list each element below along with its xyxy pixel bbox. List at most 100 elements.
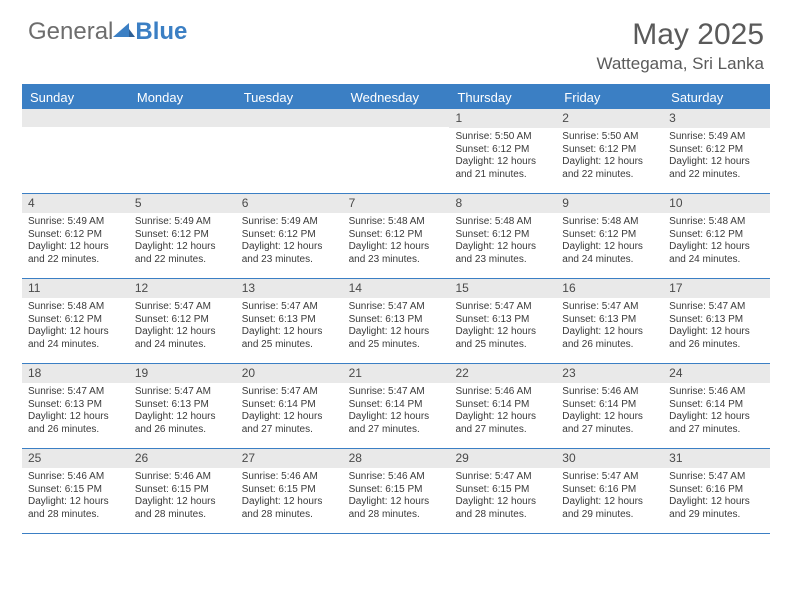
sunrise-line: Sunrise: 5:47 AM — [455, 301, 550, 314]
day-details: Sunrise: 5:47 AMSunset: 6:13 PMDaylight:… — [663, 298, 770, 355]
week-row: 1Sunrise: 5:50 AMSunset: 6:12 PMDaylight… — [22, 109, 770, 194]
day-13: 13Sunrise: 5:47 AMSunset: 6:13 PMDayligh… — [236, 279, 343, 363]
sunrise-line: Sunrise: 5:49 AM — [135, 216, 230, 229]
day-details: Sunrise: 5:46 AMSunset: 6:15 PMDaylight:… — [343, 468, 450, 525]
sunrise-line: Sunrise: 5:49 AM — [28, 216, 123, 229]
daylight-line: Daylight: 12 hours and 22 minutes. — [562, 156, 657, 181]
sunset-line: Sunset: 6:15 PM — [349, 484, 444, 497]
day-number: 7 — [343, 194, 450, 213]
sunrise-line: Sunrise: 5:46 AM — [242, 471, 337, 484]
day-20: 20Sunrise: 5:47 AMSunset: 6:14 PMDayligh… — [236, 364, 343, 448]
day-details: Sunrise: 5:48 AMSunset: 6:12 PMDaylight:… — [556, 213, 663, 270]
day-21: 21Sunrise: 5:47 AMSunset: 6:14 PMDayligh… — [343, 364, 450, 448]
day-details: Sunrise: 5:47 AMSunset: 6:13 PMDaylight:… — [343, 298, 450, 355]
day-details: Sunrise: 5:47 AMSunset: 6:15 PMDaylight:… — [449, 468, 556, 525]
sunset-line: Sunset: 6:12 PM — [28, 229, 123, 242]
day-details: Sunrise: 5:47 AMSunset: 6:13 PMDaylight:… — [236, 298, 343, 355]
dow-wednesday: Wednesday — [343, 86, 450, 109]
sunrise-line: Sunrise: 5:49 AM — [242, 216, 337, 229]
day-number: 5 — [129, 194, 236, 213]
day-14: 14Sunrise: 5:47 AMSunset: 6:13 PMDayligh… — [343, 279, 450, 363]
day-17: 17Sunrise: 5:47 AMSunset: 6:13 PMDayligh… — [663, 279, 770, 363]
sunrise-line: Sunrise: 5:48 AM — [28, 301, 123, 314]
daylight-line: Daylight: 12 hours and 29 minutes. — [669, 496, 764, 521]
day-30: 30Sunrise: 5:47 AMSunset: 6:16 PMDayligh… — [556, 449, 663, 533]
daylight-line: Daylight: 12 hours and 22 minutes. — [28, 241, 123, 266]
sunrise-line: Sunrise: 5:47 AM — [455, 471, 550, 484]
day-details: Sunrise: 5:49 AMSunset: 6:12 PMDaylight:… — [22, 213, 129, 270]
sunrise-line: Sunrise: 5:46 AM — [349, 471, 444, 484]
daylight-line: Daylight: 12 hours and 24 minutes. — [135, 326, 230, 351]
day-details: Sunrise: 5:47 AMSunset: 6:13 PMDaylight:… — [556, 298, 663, 355]
dow-friday: Friday — [556, 86, 663, 109]
sunrise-line: Sunrise: 5:46 AM — [135, 471, 230, 484]
sunset-line: Sunset: 6:15 PM — [455, 484, 550, 497]
sunset-line: Sunset: 6:15 PM — [135, 484, 230, 497]
day-number: 9 — [556, 194, 663, 213]
day-details: Sunrise: 5:47 AMSunset: 6:12 PMDaylight:… — [129, 298, 236, 355]
daylight-line: Daylight: 12 hours and 26 minutes. — [28, 411, 123, 436]
daylight-line: Daylight: 12 hours and 27 minutes. — [562, 411, 657, 436]
sunrise-line: Sunrise: 5:47 AM — [562, 471, 657, 484]
day-25: 25Sunrise: 5:46 AMSunset: 6:15 PMDayligh… — [22, 449, 129, 533]
daylight-line: Daylight: 12 hours and 24 minutes. — [28, 326, 123, 351]
day-of-week-header: SundayMondayTuesdayWednesdayThursdayFrid… — [22, 86, 770, 109]
sunset-line: Sunset: 6:14 PM — [349, 399, 444, 412]
day-number: 22 — [449, 364, 556, 383]
day-number: 12 — [129, 279, 236, 298]
day-number: 23 — [556, 364, 663, 383]
sunset-line: Sunset: 6:14 PM — [669, 399, 764, 412]
day-31: 31Sunrise: 5:47 AMSunset: 6:16 PMDayligh… — [663, 449, 770, 533]
day-number: 20 — [236, 364, 343, 383]
daylight-line: Daylight: 12 hours and 26 minutes. — [669, 326, 764, 351]
day-details: Sunrise: 5:48 AMSunset: 6:12 PMDaylight:… — [343, 213, 450, 270]
sunset-line: Sunset: 6:15 PM — [242, 484, 337, 497]
daylight-line: Daylight: 12 hours and 28 minutes. — [242, 496, 337, 521]
day-details: Sunrise: 5:47 AMSunset: 6:16 PMDaylight:… — [556, 468, 663, 525]
day-number — [236, 109, 343, 127]
daylight-line: Daylight: 12 hours and 22 minutes. — [669, 156, 764, 181]
day-number: 18 — [22, 364, 129, 383]
dow-tuesday: Tuesday — [236, 86, 343, 109]
sunrise-line: Sunrise: 5:50 AM — [455, 131, 550, 144]
sunrise-line: Sunrise: 5:50 AM — [562, 131, 657, 144]
sunrise-line: Sunrise: 5:48 AM — [455, 216, 550, 229]
sunrise-line: Sunrise: 5:48 AM — [349, 216, 444, 229]
day-details: Sunrise: 5:50 AMSunset: 6:12 PMDaylight:… — [556, 128, 663, 185]
daylight-line: Daylight: 12 hours and 23 minutes. — [242, 241, 337, 266]
sunset-line: Sunset: 6:12 PM — [562, 144, 657, 157]
sunset-line: Sunset: 6:14 PM — [242, 399, 337, 412]
sunrise-line: Sunrise: 5:47 AM — [349, 386, 444, 399]
daylight-line: Daylight: 12 hours and 27 minutes. — [349, 411, 444, 436]
day-number: 29 — [449, 449, 556, 468]
logo-triangle-icon — [113, 21, 135, 39]
sunrise-line: Sunrise: 5:47 AM — [135, 386, 230, 399]
sunset-line: Sunset: 6:16 PM — [562, 484, 657, 497]
daylight-line: Daylight: 12 hours and 21 minutes. — [455, 156, 550, 181]
sunset-line: Sunset: 6:15 PM — [28, 484, 123, 497]
sunset-line: Sunset: 6:12 PM — [135, 314, 230, 327]
sunrise-line: Sunrise: 5:46 AM — [669, 386, 764, 399]
sunset-line: Sunset: 6:13 PM — [349, 314, 444, 327]
day-details: Sunrise: 5:48 AMSunset: 6:12 PMDaylight:… — [449, 213, 556, 270]
sunrise-line: Sunrise: 5:47 AM — [669, 301, 764, 314]
sunset-line: Sunset: 6:13 PM — [135, 399, 230, 412]
daylight-line: Daylight: 12 hours and 26 minutes. — [562, 326, 657, 351]
week-row: 18Sunrise: 5:47 AMSunset: 6:13 PMDayligh… — [22, 364, 770, 449]
day-number: 11 — [22, 279, 129, 298]
day-9: 9Sunrise: 5:48 AMSunset: 6:12 PMDaylight… — [556, 194, 663, 278]
sunrise-line: Sunrise: 5:47 AM — [135, 301, 230, 314]
day-number — [343, 109, 450, 127]
sunset-line: Sunset: 6:12 PM — [669, 229, 764, 242]
sunset-line: Sunset: 6:12 PM — [669, 144, 764, 157]
day-6: 6Sunrise: 5:49 AMSunset: 6:12 PMDaylight… — [236, 194, 343, 278]
month-title: May 2025 — [596, 18, 764, 52]
sunrise-line: Sunrise: 5:46 AM — [562, 386, 657, 399]
day-number: 25 — [22, 449, 129, 468]
header: General Blue May 2025 Wattegama, Sri Lan… — [0, 0, 792, 78]
week-row: 25Sunrise: 5:46 AMSunset: 6:15 PMDayligh… — [22, 449, 770, 534]
daylight-line: Daylight: 12 hours and 28 minutes. — [349, 496, 444, 521]
day-5: 5Sunrise: 5:49 AMSunset: 6:12 PMDaylight… — [129, 194, 236, 278]
sunset-line: Sunset: 6:13 PM — [669, 314, 764, 327]
day-details: Sunrise: 5:50 AMSunset: 6:12 PMDaylight:… — [449, 128, 556, 185]
